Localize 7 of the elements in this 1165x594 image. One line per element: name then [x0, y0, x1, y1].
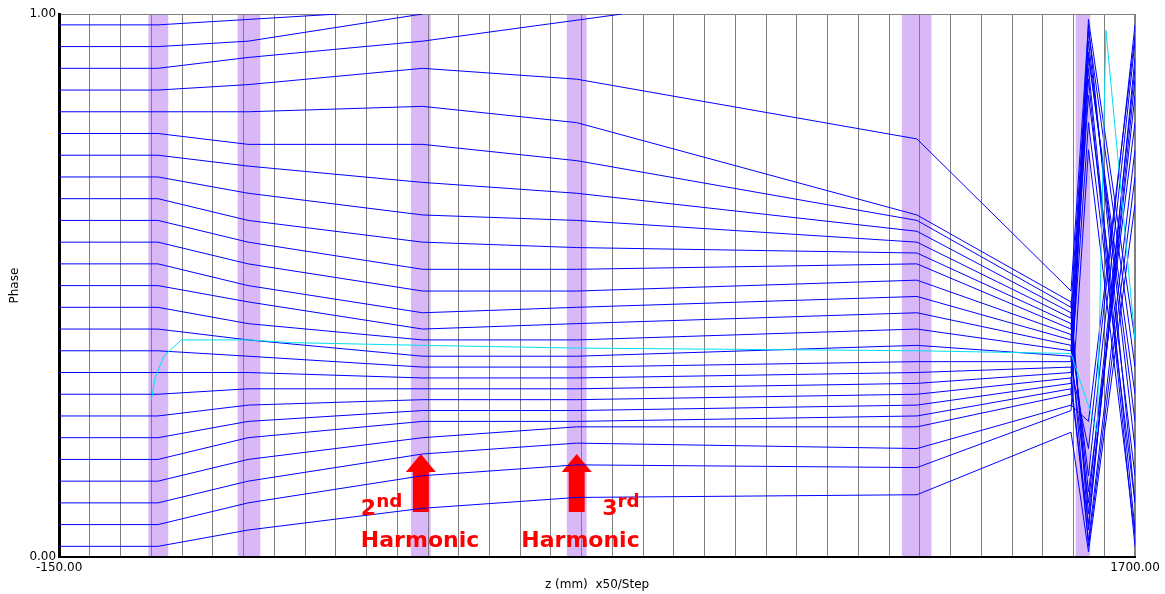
- x-axis-title: z (mm) x50/Step: [544, 576, 650, 591]
- band-label: 2$^{nd}$ Harmonic: [360, 489, 481, 555]
- x-tick-label: 1700.00: [1110, 559, 1160, 574]
- band-label: 3$^{rd}$ Harmonic: [520, 489, 640, 555]
- y-tick-label: 1.00: [29, 6, 57, 21]
- x-tick-label: -150.00: [35, 559, 83, 574]
- y-axis-title: Phase: [7, 267, 22, 304]
